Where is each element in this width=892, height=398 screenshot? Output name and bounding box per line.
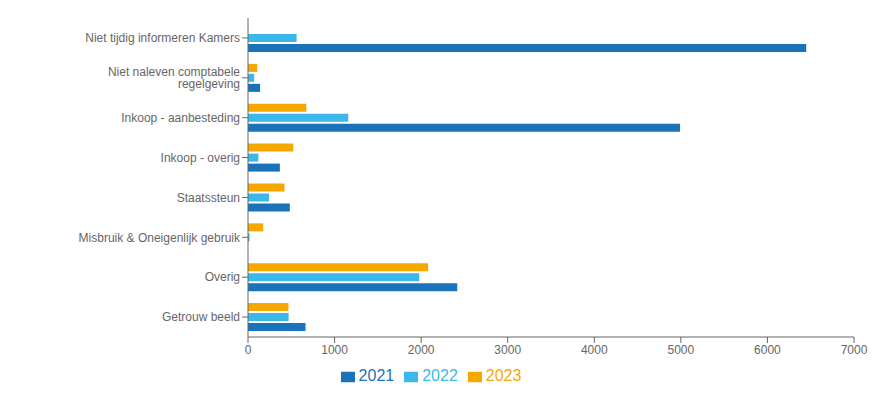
- svg-text:4000: 4000: [581, 343, 608, 357]
- svg-text:Staatssteun: Staatssteun: [177, 191, 240, 205]
- html-text:2023: 2023: [485, 367, 522, 384]
- html-text:2022: 2022: [422, 367, 458, 384]
- svg-text:Getrouw beeld: Getrouw beeld: [162, 310, 240, 324]
- svg-text:Overig: Overig: [205, 270, 240, 284]
- svg-text:Misbruik & Oneigenlijk gebruik: Misbruik & Oneigenlijk gebruik: [79, 231, 241, 245]
- svg-text:5000: 5000: [668, 343, 695, 357]
- svg-text:0: 0: [245, 343, 252, 357]
- svg-text:Inkoop - overig: Inkoop - overig: [161, 151, 240, 165]
- html-text:2021: 2021: [358, 367, 395, 384]
- svg-text:6000: 6000: [754, 343, 781, 357]
- svg-text:3000: 3000: [494, 343, 521, 357]
- svg-text:7000: 7000: [841, 343, 868, 357]
- svg-text:Niet tijdig informeren Kamers: Niet tijdig informeren Kamers: [85, 31, 240, 45]
- svg-text:2000: 2000: [408, 343, 435, 357]
- svg-text:Inkoop - aanbesteding: Inkoop - aanbesteding: [121, 111, 240, 125]
- svg-text:1000: 1000: [321, 343, 348, 357]
- svg-text:Niet naleven comptabeleregelge: Niet naleven comptabeleregelgeving: [108, 65, 240, 91]
